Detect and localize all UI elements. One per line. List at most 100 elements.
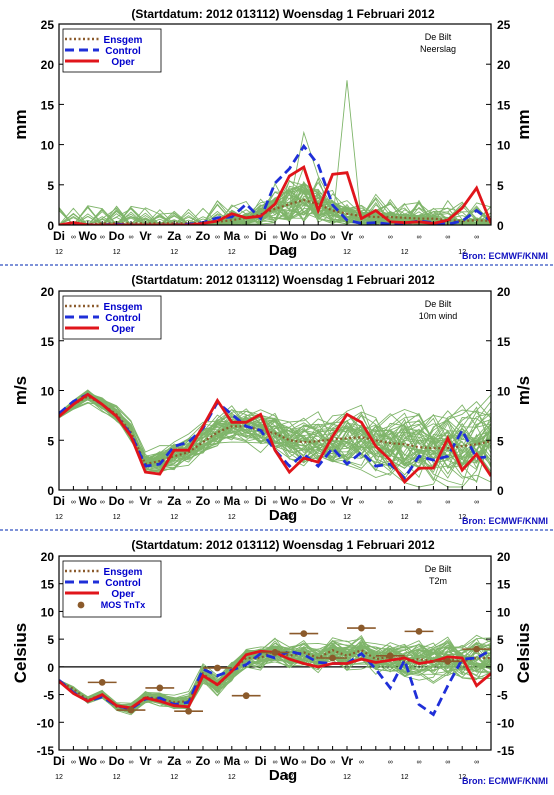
y-tick-label-right: 5 [497, 633, 504, 647]
x-midnight-marker: ∞ [417, 234, 422, 241]
x-midnight-marker: ∞ [273, 759, 278, 766]
chart-title: (Startdatum: 2012 013112) Woensdag 1 Feb… [131, 7, 435, 21]
x-midnight-marker: ∞ [417, 499, 422, 506]
variable-label: T2m [429, 576, 447, 586]
x-hour-label: 12 [55, 249, 63, 256]
x-midnight-marker: ∞ [388, 759, 393, 766]
x-midnight-marker: ∞ [301, 499, 306, 506]
x-midnight-marker: ∞ [244, 234, 249, 241]
mos-point [242, 692, 250, 700]
legend-label: Ensgem [104, 567, 143, 578]
y-tick-label-left: 20 [41, 58, 55, 72]
source-label: Bron: ECMWF/KNMI [462, 516, 548, 526]
ensemble-member-line [59, 190, 491, 225]
mos-point [98, 678, 106, 686]
y-tick-label-right: 10 [497, 605, 511, 619]
ensemble-member-line [59, 642, 491, 707]
legend-label: MOS TnTx [101, 600, 146, 610]
y-tick-label-left: 0 [47, 661, 54, 675]
x-midnight-marker: ∞ [359, 499, 364, 506]
x-hour-label: 12 [286, 514, 294, 521]
x-day-label: Do [310, 229, 326, 243]
mos-point [156, 684, 164, 692]
x-midnight-marker: ∞ [129, 499, 134, 506]
ensemble-member-line [59, 182, 491, 225]
mos-point [358, 624, 365, 632]
x-midnight-marker: ∞ [445, 759, 450, 766]
x-midnight-marker: ∞ [215, 499, 220, 506]
x-day-label: Wo [79, 229, 97, 243]
y-tick-label-left: 15 [41, 578, 55, 592]
x-day-label: Di [53, 754, 65, 768]
y-tick-label-left: 5 [47, 633, 54, 647]
y-tick-label-left: -15 [37, 744, 55, 758]
mos-point [444, 657, 452, 665]
mos-point [473, 645, 480, 653]
x-day-label: Vr [139, 494, 151, 508]
x-day-label: Vr [139, 229, 151, 243]
mos-point [300, 630, 308, 637]
y-tick-label-right: 10 [497, 385, 511, 399]
variable-label: 10m wind [419, 311, 458, 321]
x-day-label: Za [167, 494, 181, 508]
chart-title: (Startdatum: 2012 013112) Woensdag 1 Feb… [131, 273, 435, 287]
x-day-label: Vr [341, 229, 353, 243]
oper-line [59, 392, 491, 485]
ensemble-member-line [59, 638, 491, 706]
legend-label: Control [105, 313, 141, 324]
x-midnight-marker: ∞ [71, 759, 76, 766]
control-line [59, 648, 491, 717]
x-midnight-marker: ∞ [71, 234, 76, 241]
x-midnight-marker: ∞ [129, 759, 134, 766]
y-tick-label-right: 15 [497, 335, 511, 349]
x-hour-label: 12 [458, 514, 466, 521]
mos-point [214, 664, 221, 672]
x-midnight-marker: ∞ [388, 234, 393, 241]
x-midnight-marker: ∞ [301, 234, 306, 241]
x-hour-label: 12 [228, 514, 236, 521]
x-day-label: Wo [280, 754, 298, 768]
y-tick-label-right: -15 [497, 744, 515, 758]
x-axis-title: Dag [269, 767, 297, 784]
x-midnight-marker: ∞ [129, 234, 134, 241]
y-tick-label-left: 0 [47, 484, 54, 498]
x-midnight-marker: ∞ [186, 234, 191, 241]
y-axis-title-left: mm [11, 109, 30, 139]
x-day-label: Wo [79, 754, 97, 768]
y-tick-label-right: 20 [497, 58, 511, 72]
x-day-label: Di [53, 229, 65, 243]
ensemble-member-line [59, 202, 491, 225]
x-midnight-marker: ∞ [330, 234, 335, 241]
x-day-label: Zo [196, 494, 211, 508]
x-hour-label: 12 [170, 774, 178, 781]
y-tick-label-right: 25 [497, 18, 511, 32]
x-axis-title: Dag [269, 242, 297, 259]
x-day-label: Za [167, 229, 181, 243]
x-day-label: Wo [79, 494, 97, 508]
y-tick-label-left: 10 [41, 139, 55, 153]
mos-point [271, 649, 279, 656]
y-axis-title-right: Celsius [514, 623, 533, 683]
x-hour-label: 12 [113, 249, 121, 256]
x-day-label: Do [109, 494, 125, 508]
x-midnight-marker: ∞ [157, 759, 162, 766]
mos-point [127, 706, 135, 714]
x-midnight-marker: ∞ [186, 499, 191, 506]
mos-point [329, 654, 336, 662]
x-midnight-marker: ∞ [100, 499, 105, 506]
x-midnight-marker: ∞ [215, 759, 220, 766]
y-axis-title-left: Celsius [11, 623, 30, 683]
x-midnight-marker: ∞ [301, 759, 306, 766]
x-midnight-marker: ∞ [215, 234, 220, 241]
x-midnight-marker: ∞ [100, 759, 105, 766]
x-hour-label: 12 [458, 774, 466, 781]
x-day-label: Ma [223, 754, 240, 768]
x-day-label: Vr [341, 494, 353, 508]
x-midnight-marker: ∞ [474, 234, 479, 241]
x-midnight-marker: ∞ [474, 759, 479, 766]
mos-point [185, 707, 193, 715]
main-series [59, 624, 491, 717]
